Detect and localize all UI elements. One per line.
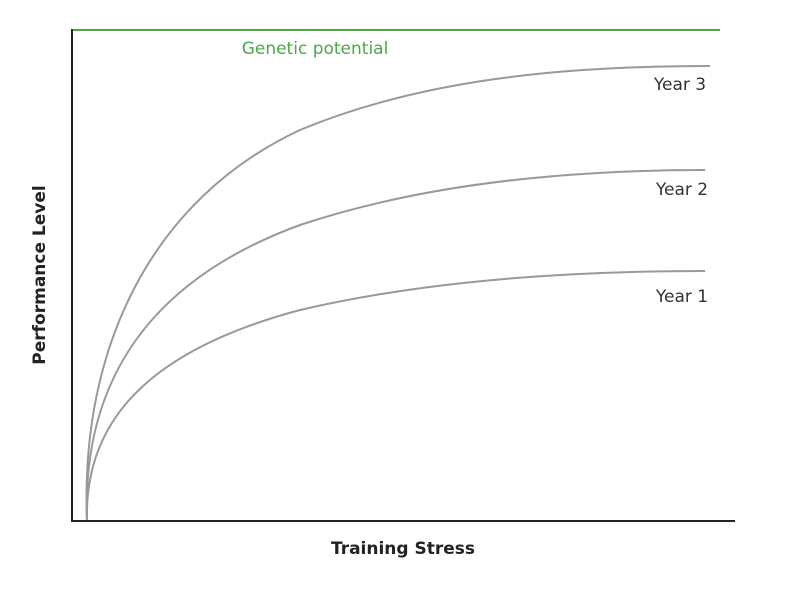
curve-label: Year 1 — [655, 287, 708, 307]
ceiling-label: Genetic potential — [242, 39, 389, 59]
curve — [85, 65, 711, 522]
curve — [85, 169, 706, 522]
curve-label: Year 2 — [655, 180, 708, 200]
y-axis-title: Performance Level — [30, 185, 50, 364]
curve-label: Year 3 — [653, 75, 706, 95]
curve — [85, 270, 706, 522]
x-axis-title: Training Stress — [331, 539, 475, 559]
